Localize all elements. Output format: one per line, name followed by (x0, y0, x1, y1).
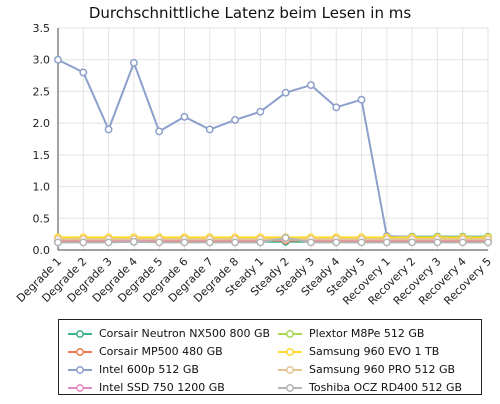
legend-swatch (68, 348, 92, 356)
data-point (332, 238, 341, 247)
data-point (155, 127, 164, 136)
y-tick-label: 1.5 (33, 149, 51, 162)
legend-label: Samsung 960 PRO 512 GB (309, 363, 456, 376)
legend-swatch (278, 384, 302, 392)
y-tick-label: 3.0 (33, 54, 51, 67)
legend-label: Corsair MP500 480 GB (99, 345, 223, 358)
y-tick-label: 2.5 (33, 85, 51, 98)
data-point (129, 237, 138, 246)
data-point (408, 238, 417, 247)
legend-label: Intel 600p 512 GB (99, 363, 199, 376)
data-point (205, 238, 214, 247)
data-point (256, 107, 265, 116)
data-point (79, 238, 88, 247)
legend-label: Intel SSD 750 1200 GB (99, 381, 225, 394)
chart-title: Durchschnittliche Latenz beim Lesen in m… (88, 4, 412, 22)
data-point (332, 103, 341, 112)
data-point (180, 238, 189, 247)
data-point (458, 238, 467, 247)
y-tick-label: 0.0 (33, 244, 51, 257)
axes (57, 28, 488, 251)
y-tick-label: 3.5 (33, 22, 51, 35)
data-point (281, 88, 290, 97)
data-point (79, 68, 88, 77)
series-line (57, 58, 488, 239)
line-chart: 0.0 0.5 1.0 1.5 2.0 2.5 3.0 3.5 Degrade 1Degrad… (14, 22, 494, 308)
series-7 (54, 233, 492, 247)
legend-swatch (278, 330, 302, 338)
legend-label: Plextor M8Pe 512 GB (309, 327, 425, 340)
legend-swatch (278, 348, 302, 356)
data-point (357, 95, 366, 104)
grid (57, 27, 489, 251)
legend-label: Corsair Neutron NX500 800 GB (99, 327, 271, 340)
data-point (281, 233, 290, 242)
data-point (104, 125, 113, 134)
series-line (58, 236, 488, 244)
series-2 (54, 55, 492, 242)
data-point (484, 238, 492, 247)
legend-swatch (68, 384, 92, 392)
y-tick-labels: 0.0 0.5 1.0 1.5 2.0 2.5 3.0 3.5 (33, 22, 51, 257)
legend-swatch (278, 366, 302, 374)
series-layer (54, 55, 492, 247)
data-point (357, 238, 366, 247)
y-tick-label: 1.0 (33, 181, 51, 194)
legend-swatch (68, 366, 92, 374)
data-point (180, 112, 189, 121)
data-point (231, 116, 240, 124)
data-point (382, 238, 391, 247)
data-point (129, 58, 138, 67)
data-point (256, 238, 265, 247)
data-point (205, 125, 214, 134)
y-tick-label: 0.5 (33, 212, 51, 225)
data-point (433, 238, 442, 247)
data-point (54, 55, 62, 64)
y-tick-label: 2.0 (33, 117, 51, 130)
legend-swatch (68, 330, 92, 338)
legend: Corsair Neutron NX500 800 GB Corsair MP50… (58, 319, 482, 395)
data-point (155, 238, 164, 247)
data-point (104, 238, 113, 247)
legend-label: Toshiba OCZ RD400 512 GB (309, 381, 463, 394)
data-point (306, 81, 315, 90)
data-point (54, 238, 62, 247)
data-point (306, 238, 315, 247)
legend-label: Samsung 960 EVO 1 TB (309, 345, 440, 358)
data-point (231, 238, 240, 247)
